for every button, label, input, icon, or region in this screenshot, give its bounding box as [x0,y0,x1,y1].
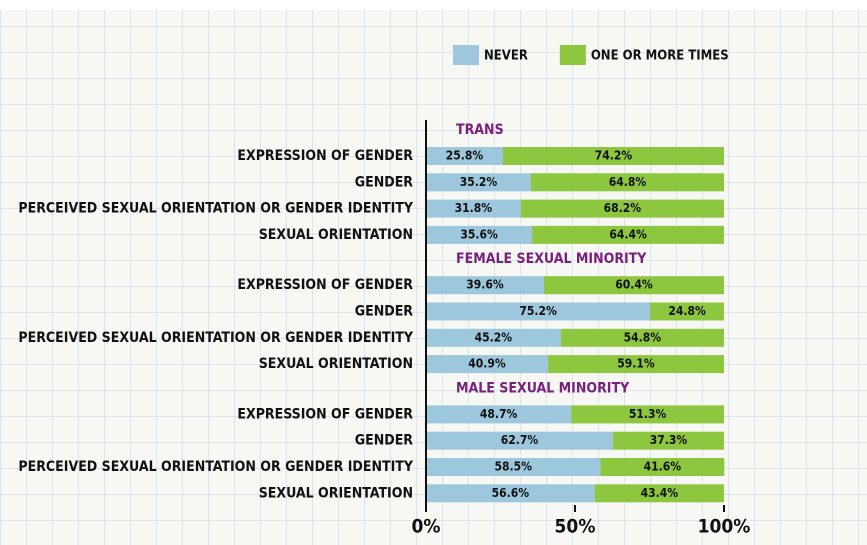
value-label: 62.7% [501,433,539,447]
bar-segment [594,484,724,503]
value-label: 64.8% [609,175,647,189]
category-label: GENDER [355,174,414,190]
group-label: MALE SEXUAL MINORITY [456,380,630,396]
category-label: GENDER [355,304,414,320]
bar-segment [426,405,572,424]
bar-segment [547,355,724,374]
value-label: 64.4% [609,227,647,241]
value-label: 74.2% [595,149,633,163]
category-label: SEXUAL ORIENTATION [259,356,413,372]
value-label: 75.2% [519,304,557,318]
group-label: FEMALE SEXUAL MINORITY [456,251,647,267]
bar-segment [560,328,724,347]
value-label: 54.8% [624,330,662,344]
bar-segment [520,199,724,218]
bar-segment [426,328,561,347]
value-label: 51.3% [629,407,667,421]
group-label: TRANS [456,122,504,138]
legend-swatch [453,45,479,65]
bar-segment [600,458,725,476]
category-label: SEXUAL ORIENTATION [259,485,413,501]
top-band [0,0,867,10]
category-label: SEXUAL ORIENTATION [259,227,413,243]
value-label: 24.8% [668,304,706,318]
value-label: 37.3% [650,433,688,447]
value-label: 48.7% [480,407,518,421]
category-label: PERCEIVED SEXUAL ORIENTATION OR GENDER I… [18,201,413,217]
bar-segment [426,431,613,450]
value-label: 41.6% [644,460,682,474]
value-label: 56.6% [492,486,530,500]
value-label: 39.6% [466,278,504,292]
bar-segment [426,173,531,192]
bar-segment [544,276,724,295]
value-label: 60.4% [615,278,653,292]
value-label: 31.8% [455,201,493,215]
bar-segment [426,147,503,165]
legend-label: NEVER [484,49,528,64]
bar-segment [650,302,724,321]
bar-segment [502,147,724,165]
category-label: EXPRESSION OF GENDER [237,406,413,422]
bar-segment [426,276,545,295]
bar-segment [571,405,724,424]
bar-segment [532,225,724,244]
value-label: 59.1% [617,357,655,371]
category-label: PERCEIVED SEXUAL ORIENTATION OR GENDER I… [18,330,413,346]
legend-swatch [559,45,586,65]
x-tick-label: 50% [555,516,596,538]
bar-segment [426,355,548,374]
bar-segment [426,302,651,321]
category-label: EXPRESSION OF GENDER [237,148,413,164]
bar-segment [530,173,724,192]
bar-segment [426,225,533,244]
bar-segment [612,431,724,450]
x-tick-label: 100% [698,516,751,538]
x-tick-label: 0% [411,516,440,538]
value-label: 68.2% [604,201,642,215]
legend-label: ONE OR MORE TIMES [591,49,729,64]
value-label: 43.4% [641,486,679,500]
bar-segment [426,458,601,476]
value-label: 35.2% [460,175,498,189]
value-label: 35.6% [460,227,498,241]
bar-segment [426,199,521,218]
value-label: 45.2% [475,330,513,344]
value-label: 58.5% [494,460,532,474]
category-label: EXPRESSION OF GENDER [237,277,413,293]
category-label: GENDER [355,433,414,449]
category-label: PERCEIVED SEXUAL ORIENTATION OR GENDER I… [18,459,413,475]
value-label: 25.8% [446,149,484,163]
value-label: 40.9% [468,357,506,371]
bar-segment [426,484,595,503]
